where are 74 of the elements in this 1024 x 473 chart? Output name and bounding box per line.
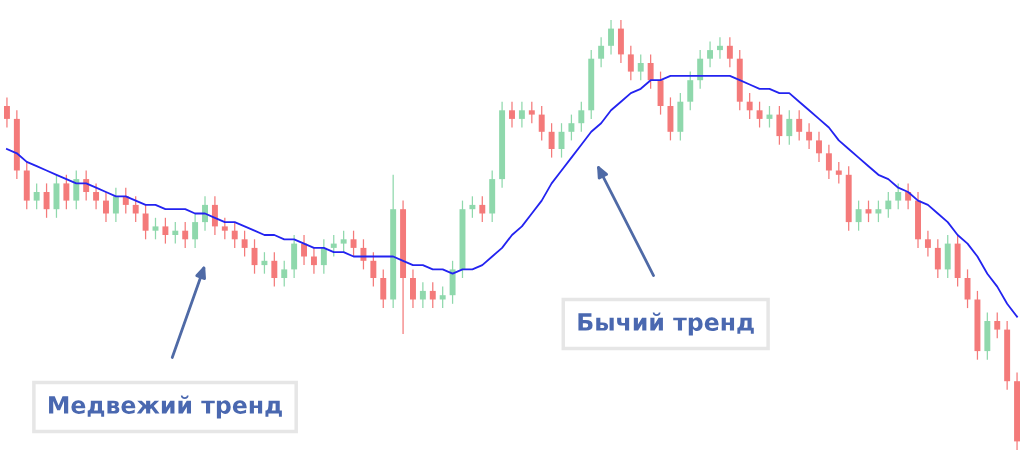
candlestick — [538, 105, 545, 142]
candlestick — [509, 101, 515, 129]
candlestick — [112, 187, 119, 223]
candlestick — [182, 221, 189, 249]
candlestick — [370, 251, 377, 288]
candlestick — [964, 268, 971, 309]
candlestick — [598, 36, 605, 68]
candlestick — [142, 204, 149, 240]
candlestick — [271, 251, 278, 288]
candlestick — [429, 281, 436, 309]
candlestick — [63, 174, 70, 210]
candlestick — [479, 195, 486, 223]
candlestick — [439, 285, 446, 309]
candlestick — [905, 182, 912, 210]
candlestick — [924, 230, 931, 258]
annotation: Медвежий тренд — [49, 395, 282, 419]
candlestick — [310, 247, 317, 275]
candlestick — [756, 101, 763, 129]
candlestick — [281, 260, 288, 288]
candlestick — [528, 101, 535, 124]
candlestick — [776, 105, 783, 146]
candlestick — [350, 230, 357, 258]
candlestick — [469, 195, 476, 219]
candlestick — [825, 144, 832, 180]
candlestick — [687, 70, 694, 111]
candlestick — [330, 234, 337, 258]
candlestick — [994, 311, 1001, 339]
candlestick — [518, 101, 525, 129]
candlestick — [103, 191, 109, 223]
candlestick — [221, 217, 228, 240]
candlestick — [627, 45, 634, 81]
candlestick — [93, 182, 100, 210]
candlestick — [172, 221, 179, 245]
candlestick — [796, 109, 803, 142]
candlestick — [320, 238, 327, 275]
candlestick — [578, 101, 585, 133]
candlestick — [380, 268, 387, 309]
candlestick — [637, 53, 644, 81]
candlestick — [419, 281, 426, 309]
candlestick — [340, 230, 347, 253]
candlestick — [816, 131, 822, 163]
candlestick — [716, 36, 723, 60]
candlestick — [360, 238, 367, 271]
candlestick — [835, 161, 842, 185]
candlestick — [885, 191, 892, 219]
candlestick — [647, 53, 654, 90]
candlestick — [241, 230, 248, 258]
candlestick — [608, 20, 614, 56]
annotation: Бычий тренд — [578, 312, 754, 336]
candlestick — [3, 96, 10, 129]
candlestick — [548, 122, 555, 159]
candlestick — [786, 109, 793, 146]
candlestick — [895, 182, 902, 210]
candlestick — [875, 199, 882, 223]
candlestick — [707, 40, 714, 68]
candlestick — [73, 169, 80, 210]
candlestick — [132, 195, 139, 223]
candlestick — [865, 199, 872, 223]
candlestick — [192, 212, 199, 249]
candlestick — [934, 238, 941, 279]
candlestick — [152, 217, 159, 240]
candlestick — [726, 36, 733, 68]
candlestick — [33, 182, 40, 210]
candlestick — [806, 122, 813, 150]
candlestick — [231, 221, 238, 249]
candlestick — [855, 199, 862, 232]
candlestick — [568, 113, 575, 142]
candlestick — [261, 251, 268, 275]
candlestick — [410, 268, 416, 309]
candlestick — [43, 182, 50, 219]
candlestick — [746, 92, 753, 120]
candlestick — [202, 195, 208, 232]
candlestick — [162, 217, 169, 245]
candlestick — [211, 195, 218, 236]
